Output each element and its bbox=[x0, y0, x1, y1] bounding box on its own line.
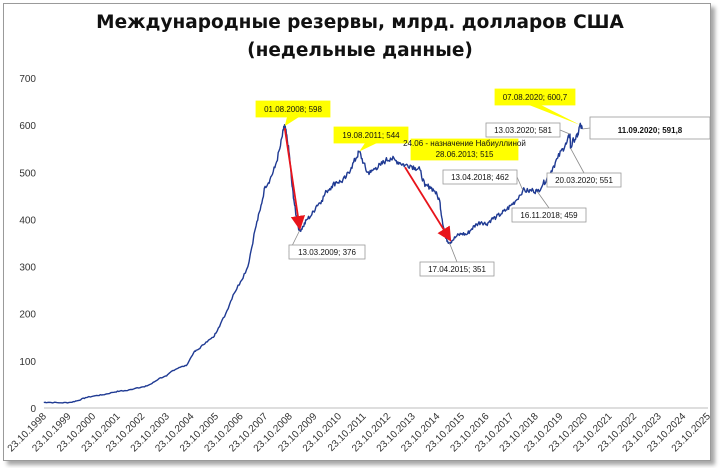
y-tick-label: 500 bbox=[19, 168, 36, 179]
reserves-series-line bbox=[43, 122, 583, 404]
callout-leader bbox=[516, 176, 524, 191]
annotation-label: 13.04.2018; 462 bbox=[451, 173, 509, 182]
callout-leader bbox=[582, 127, 591, 130]
callout-pointer bbox=[529, 105, 580, 125]
callout-leader bbox=[570, 148, 585, 174]
callout-leader bbox=[559, 129, 571, 135]
annotation-label: 01.08.2008; 598 bbox=[264, 105, 322, 114]
callout-leader bbox=[448, 242, 458, 263]
annotation-box bbox=[410, 147, 519, 161]
drop-arrow bbox=[404, 166, 452, 242]
chart-subtitle: (недельные данные) bbox=[247, 40, 473, 61]
annotation-box bbox=[511, 207, 587, 223]
annotation-label: 13.03.2009; 376 bbox=[298, 248, 356, 257]
annotation-label: 19.08.2011; 544 bbox=[342, 131, 400, 140]
annotation-box bbox=[442, 169, 518, 185]
annotation-box bbox=[255, 100, 331, 118]
annotation-label: 16.11.2018; 459 bbox=[520, 211, 578, 220]
annotation-label: 17.04.2015; 351 bbox=[428, 265, 486, 274]
callout-pointer bbox=[284, 117, 299, 127]
chart-title: Международные резервы, млрд. долларов СШ… bbox=[96, 12, 624, 33]
y-tick-label: 400 bbox=[19, 215, 36, 226]
y-tick-label: 600 bbox=[19, 121, 36, 132]
annotation-label: 13.03.2020; 581 bbox=[494, 126, 552, 135]
annotation-box bbox=[485, 122, 561, 138]
y-tick-label: 300 bbox=[19, 263, 36, 274]
y-tick-label: 0 bbox=[30, 404, 36, 415]
callout-leader bbox=[537, 191, 550, 209]
y-tick-label: 100 bbox=[19, 357, 36, 368]
annotation-label: 28.06.2013; 515 bbox=[436, 150, 494, 159]
callout-pointer bbox=[359, 143, 377, 152]
annotation-label: 20.03.2020; 551 bbox=[555, 176, 613, 185]
chart-frame bbox=[3, 3, 711, 461]
annotation-box bbox=[419, 261, 495, 277]
annotation-box bbox=[288, 244, 366, 260]
annotation-box bbox=[546, 172, 622, 188]
annotation-label: 07.08.2020; 600,7 bbox=[503, 93, 568, 102]
annotation-label: 24.06 - назначение Набиуллиной bbox=[403, 139, 526, 148]
y-tick-label: 700 bbox=[19, 74, 36, 85]
y-tick-label: 200 bbox=[19, 310, 36, 321]
drop-arrow bbox=[283, 127, 306, 231]
annotation-box bbox=[589, 116, 711, 140]
annotation-label: 11.09.2020; 591,8 bbox=[618, 126, 683, 135]
annotation-box bbox=[494, 88, 576, 106]
annotation-box bbox=[333, 126, 409, 144]
